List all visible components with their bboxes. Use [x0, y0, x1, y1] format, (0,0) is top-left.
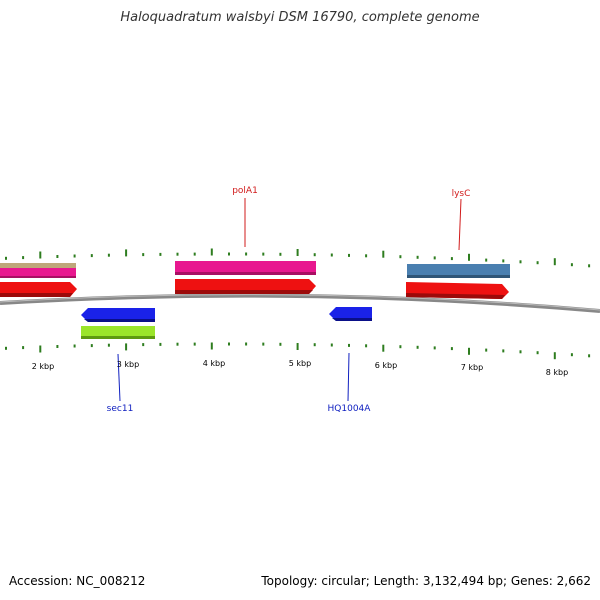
gene-polA1[interactable] [175, 261, 316, 275]
gene-lysC[interactable] [407, 264, 510, 278]
gene-lime-shadow [81, 336, 155, 339]
gene-label-sec11[interactable]: sec11 [107, 404, 134, 414]
gene-label-polA1[interactable]: polA1 [232, 186, 258, 196]
scale-label-4kbp: 4 kbp [203, 359, 225, 368]
gene-sec11[interactable] [81, 308, 155, 322]
gene-lime-feature[interactable] [81, 326, 155, 339]
cds-forward-polA1[interactable] [175, 279, 316, 294]
genome-title: Haloquadratum walsbyi DSM 16790, complet… [120, 10, 480, 25]
gene-lysC-shadow [407, 275, 510, 278]
scale-label-7kbp: 7 kbp [461, 363, 483, 372]
scale-ticks-bottom [5, 342, 591, 360]
scale-label-5kbp: 5 kbp [289, 359, 311, 368]
scale-label-3kbp: 3 kbp [117, 360, 139, 369]
gene-pink-feature-left[interactable] [0, 268, 76, 278]
sec11-leader-line [117, 353, 121, 402]
cds-forward-left-shadow [0, 293, 73, 297]
gene-pink-feature-left-shadow [0, 276, 76, 278]
cds-forward-lysC[interactable] [406, 282, 509, 299]
cds-forward-left[interactable] [0, 282, 77, 297]
gene-sec11-shadow [84, 319, 155, 322]
HQ1004A-leader-line [347, 352, 350, 402]
gene-label-lysC[interactable]: lysC [452, 189, 471, 199]
gene-left-stack[interactable] [0, 263, 76, 278]
gene-tan-feature[interactable] [0, 263, 76, 268]
genome-backbone [0, 293, 600, 313]
scale-ticks-top [5, 248, 591, 268]
cds-forward-polA1-shadow [175, 290, 313, 294]
scale-label-6kbp: 6 kbp [375, 361, 397, 370]
genome-info-label: Topology: circular; Length: 3,132,494 bp… [261, 574, 591, 588]
accession-label: Accession: NC_008212 [9, 574, 146, 588]
gene-HQ1004A-shadow [332, 318, 372, 321]
scale-label-2kbp: 2 kbp [32, 362, 54, 371]
genome-backbone-highlight [0, 294, 600, 311]
scale-label-8kbp: 8 kbp [546, 368, 568, 377]
lysC-leader-line [458, 198, 462, 251]
gene-polA1-shadow [175, 272, 316, 275]
gene-HQ1004A[interactable] [329, 307, 372, 321]
gene-lysC-feature[interactable] [407, 264, 510, 278]
cds-forward-lysC-shadow [406, 293, 505, 299]
gene-polA1-feature[interactable] [175, 261, 316, 275]
gene-label-HQ1004A[interactable]: HQ1004A [328, 404, 372, 414]
